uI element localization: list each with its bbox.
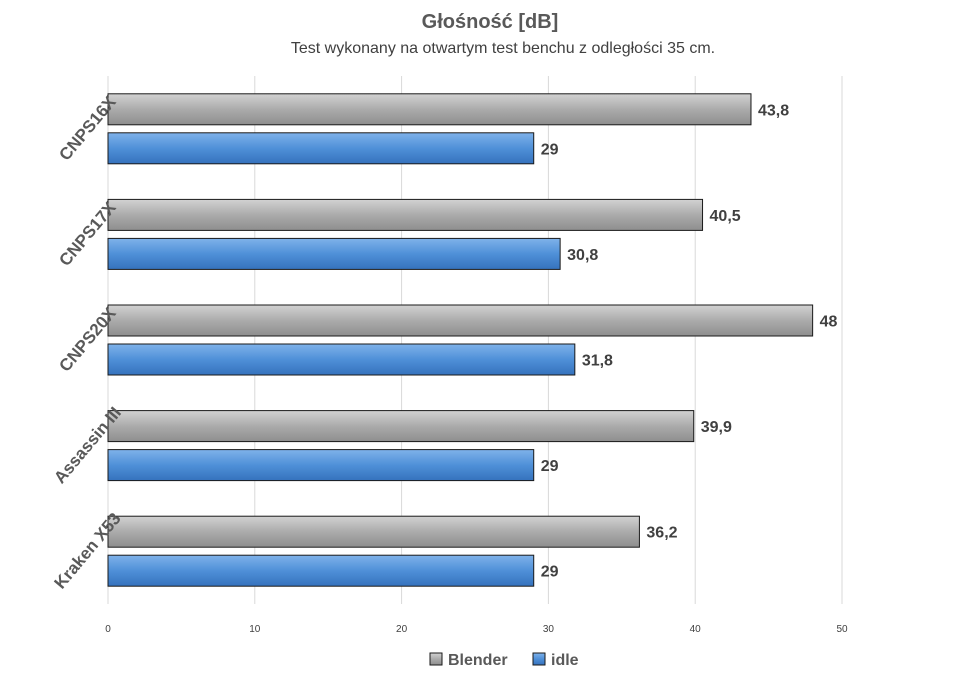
bar-blender: [107, 304, 814, 337]
x-axis-ticks: 0 10 20 30 40 50: [105, 624, 848, 635]
data-label: 29: [541, 141, 559, 158]
bar-blender: [107, 93, 752, 126]
x-tick-label: 20: [396, 624, 408, 635]
data-label: 31,8: [582, 353, 613, 370]
data-label: 36,2: [646, 525, 677, 542]
x-tick-label: 40: [690, 624, 702, 635]
bar-idle: [107, 554, 535, 587]
bar-idle: [107, 449, 535, 482]
x-tick-label: 0: [105, 624, 111, 635]
legend-label-blender: Blender: [448, 652, 508, 669]
bar-idle: [107, 132, 535, 165]
legend-label-idle: idle: [551, 652, 579, 669]
x-tick-label: 10: [249, 624, 261, 635]
data-label: 40,5: [710, 208, 741, 225]
bar-blender: [107, 198, 704, 231]
data-label: 39,9: [701, 419, 732, 436]
data-labels: 43,8 29 40,5 30,8 48 31,8 39,9 29 36,2 29: [541, 102, 838, 580]
chart-title: Głośność [dB]: [422, 11, 559, 33]
data-label: 30,8: [567, 247, 598, 264]
legend-swatch-blender: [429, 652, 443, 666]
legend: Blender idle: [429, 652, 579, 669]
bar-idle: [107, 237, 561, 270]
chart-subtitle: Test wykonany na otwartym test benchu z …: [291, 40, 715, 57]
bar-idle: [107, 343, 576, 376]
data-label: 29: [541, 458, 559, 475]
legend-swatch-idle: [532, 652, 546, 666]
x-tick-label: 30: [543, 624, 555, 635]
bar-blender: [107, 410, 695, 443]
data-label: 48: [820, 314, 838, 331]
x-tick-label: 50: [836, 624, 848, 635]
data-label: 29: [541, 564, 559, 581]
data-label: 43,8: [758, 102, 789, 119]
bars: [107, 93, 814, 587]
bar-blender: [107, 515, 640, 548]
